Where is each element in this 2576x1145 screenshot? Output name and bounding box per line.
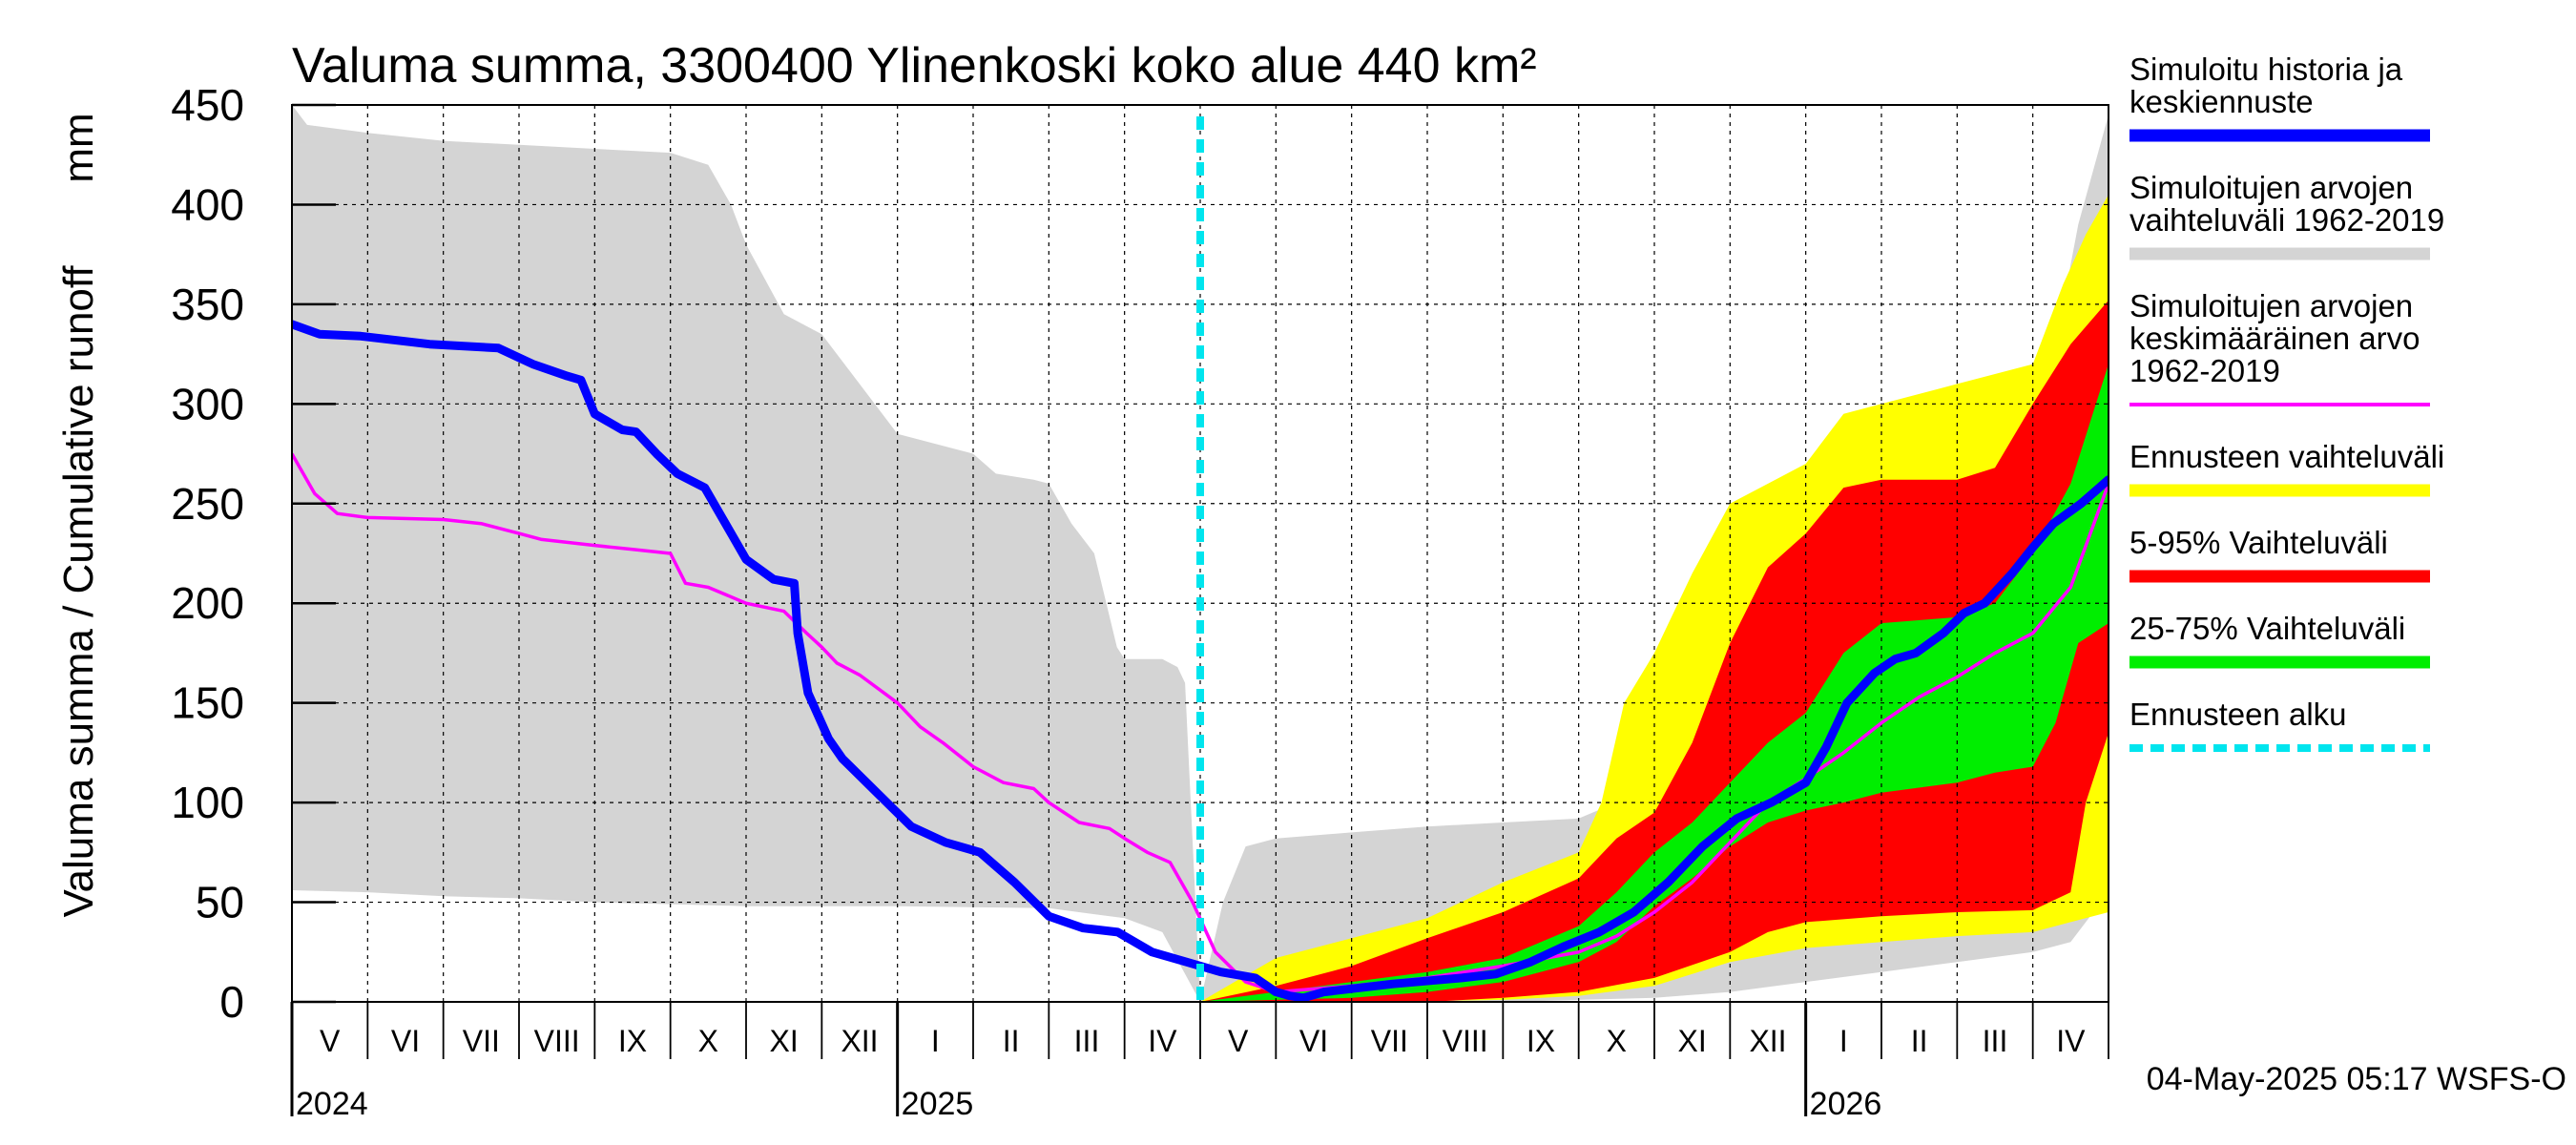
x-month-label: IX	[1527, 1024, 1555, 1058]
x-month-label: VII	[463, 1024, 500, 1058]
legend-label: vaihteluväli 1962-2019	[2129, 202, 2444, 238]
x-month-label: XII	[841, 1024, 878, 1058]
y-tick-label: 350	[171, 280, 244, 329]
x-month-label: XI	[1678, 1024, 1707, 1058]
x-month-label: IX	[618, 1024, 647, 1058]
legend-label: 1962-2019	[2129, 353, 2280, 388]
timestamp: 04-May-2025 05:17 WSFS-O	[2147, 1061, 2566, 1097]
x-month-label: I	[931, 1024, 940, 1058]
x-month-label: X	[1607, 1024, 1627, 1058]
y-axis-unit: mm	[55, 113, 102, 182]
x-month-label: VI	[391, 1024, 420, 1058]
x-month-label: X	[698, 1024, 718, 1058]
x-month-label: II	[1003, 1024, 1020, 1058]
y-tick-label: 50	[196, 878, 244, 927]
legend-label: keskimääräinen arvo	[2129, 321, 2420, 356]
x-year-label: 2026	[1810, 1086, 1882, 1122]
x-ticks: V VI VII VIII IX X XI XII I II III IV V VI VII VIII IX X X…	[290, 1002, 2109, 1122]
x-month-label: I	[1839, 1024, 1848, 1058]
y-tick-label: 200	[171, 578, 244, 628]
x-month-label: XI	[770, 1024, 799, 1058]
p25-75-band	[1200, 364, 2109, 1002]
x-month-label: II	[1911, 1024, 1928, 1058]
x-year-label: 2025	[902, 1086, 974, 1122]
x-month-label: III	[1983, 1024, 2008, 1058]
x-month-label: VII	[1371, 1024, 1408, 1058]
x-month-label: V	[1228, 1024, 1249, 1058]
legend-label: keskiennuste	[2129, 84, 2314, 119]
x-month-label: IV	[1148, 1024, 1177, 1058]
y-ticks: 0 50 100 150 200 250 300 350 400 450	[171, 80, 336, 1027]
y-tick-label: 400	[171, 179, 244, 229]
x-month-label: IV	[2056, 1024, 2086, 1058]
x-month-label: III	[1074, 1024, 1100, 1058]
legend-label: 5-95% Vaihteluväli	[2129, 525, 2388, 560]
x-month-label: VIII	[1443, 1024, 1488, 1058]
x-month-label: V	[320, 1024, 341, 1058]
legend-label: Simuloitu historia ja	[2129, 52, 2403, 87]
y-tick-label: 300	[171, 379, 244, 428]
simulated-history-line	[292, 320, 2109, 1002]
chart-title: Valuma summa, 3300400 Ylinenkoski koko a…	[292, 38, 1537, 94]
y-tick-label: 150	[171, 678, 244, 728]
y-tick-label: 100	[171, 778, 244, 827]
legend-label: Simuloitujen arvojen	[2129, 170, 2413, 205]
legend-label: 25-75% Vaihteluväli	[2129, 611, 2405, 646]
y-tick-label: 450	[171, 80, 244, 130]
y-tick-label: 0	[219, 977, 244, 1027]
legend-label: Ennusteen alku	[2129, 697, 2347, 732]
plot-lines	[292, 116, 2109, 1002]
x-month-label: VIII	[534, 1024, 580, 1058]
y-tick-label: 250	[171, 479, 244, 529]
legend-label: Ennusteen vaihteluväli	[2129, 439, 2444, 474]
y-axis-label: Valuma summa / Cumulative runoff	[55, 265, 102, 918]
x-year-label: 2024	[296, 1086, 368, 1122]
x-month-label: VI	[1299, 1024, 1328, 1058]
legend-label: Simuloitujen arvojen	[2129, 288, 2413, 323]
x-month-label: XII	[1749, 1024, 1786, 1058]
